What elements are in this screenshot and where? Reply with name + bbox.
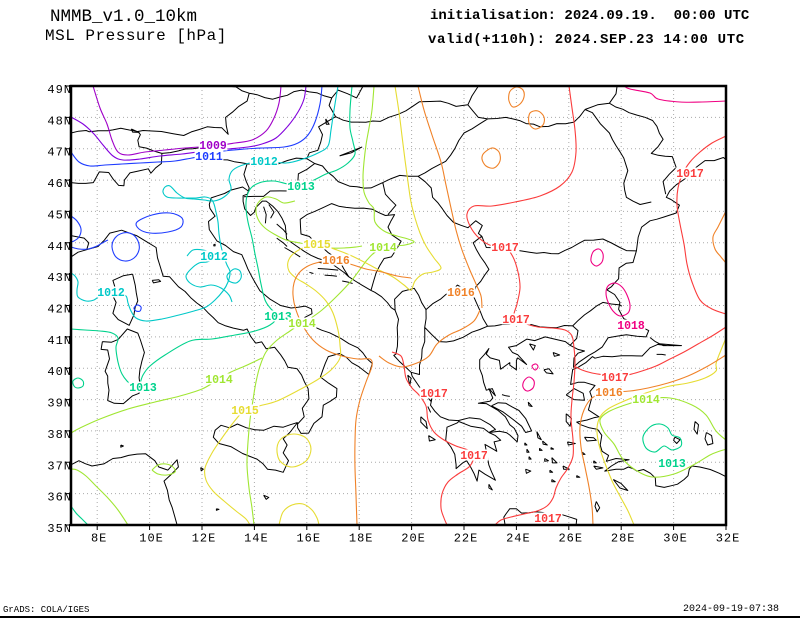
- svg-text:12E: 12E: [192, 532, 217, 546]
- svg-text:1017: 1017: [491, 242, 519, 255]
- svg-text:1014: 1014: [369, 242, 397, 255]
- svg-text:46N: 46N: [47, 177, 72, 191]
- svg-text:30E: 30E: [663, 532, 688, 546]
- svg-text:37N: 37N: [47, 459, 72, 473]
- svg-text:1017: 1017: [420, 388, 448, 401]
- svg-text:42N: 42N: [47, 303, 72, 317]
- svg-text:47N: 47N: [47, 146, 72, 160]
- svg-text:1014: 1014: [632, 394, 660, 407]
- svg-text:1016: 1016: [595, 387, 623, 400]
- svg-text:1017: 1017: [676, 168, 704, 181]
- svg-text:24E: 24E: [506, 532, 531, 546]
- svg-text:44N: 44N: [47, 240, 72, 254]
- svg-text:48N: 48N: [47, 114, 72, 128]
- svg-text:1018: 1018: [617, 320, 645, 333]
- svg-text:1014: 1014: [205, 374, 233, 387]
- svg-text:1016: 1016: [447, 287, 475, 300]
- svg-text:1012: 1012: [200, 251, 228, 264]
- svg-text:1009: 1009: [199, 140, 227, 153]
- svg-text:41N: 41N: [47, 334, 72, 348]
- svg-text:1014: 1014: [288, 318, 316, 331]
- svg-text:22E: 22E: [454, 532, 479, 546]
- svg-text:8E: 8E: [91, 532, 107, 546]
- svg-text:28E: 28E: [611, 532, 636, 546]
- svg-text:1011: 1011: [195, 151, 223, 164]
- svg-text:1012: 1012: [250, 156, 278, 169]
- svg-text:1017: 1017: [534, 513, 562, 526]
- svg-text:32E: 32E: [716, 532, 741, 546]
- svg-text:1017: 1017: [601, 372, 629, 385]
- svg-text:38N: 38N: [47, 428, 72, 442]
- svg-text:1013: 1013: [658, 458, 686, 471]
- svg-text:1017: 1017: [460, 450, 488, 463]
- svg-text:1013: 1013: [129, 382, 157, 395]
- svg-text:1012: 1012: [97, 287, 125, 300]
- svg-text:1015: 1015: [303, 239, 331, 252]
- svg-text:1015: 1015: [231, 405, 259, 418]
- svg-text:43N: 43N: [47, 271, 72, 285]
- svg-text:10E: 10E: [139, 532, 164, 546]
- svg-text:20E: 20E: [401, 532, 426, 546]
- svg-text:18E: 18E: [349, 532, 374, 546]
- svg-text:1013: 1013: [264, 311, 292, 324]
- svg-text:49N: 49N: [47, 83, 72, 97]
- svg-text:39N: 39N: [47, 397, 72, 411]
- svg-text:14E: 14E: [244, 532, 269, 546]
- svg-text:36N: 36N: [47, 491, 72, 505]
- svg-text:45N: 45N: [47, 208, 72, 222]
- svg-text:26E: 26E: [558, 532, 583, 546]
- svg-text:16E: 16E: [296, 532, 321, 546]
- svg-text:35N: 35N: [47, 522, 72, 536]
- svg-text:1016: 1016: [322, 255, 350, 268]
- svg-text:40N: 40N: [47, 365, 72, 379]
- svg-text:1013: 1013: [287, 181, 315, 194]
- svg-text:1017: 1017: [502, 314, 530, 327]
